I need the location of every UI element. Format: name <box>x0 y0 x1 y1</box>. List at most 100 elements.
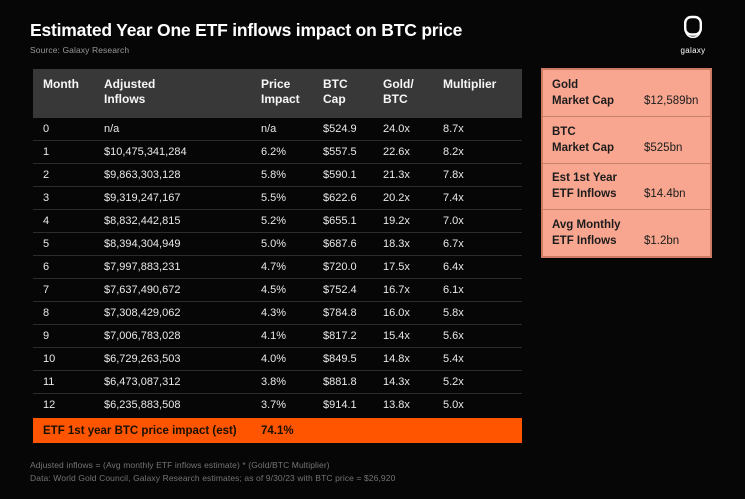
table-cell-2: 4.5% <box>261 284 287 296</box>
table-cell-0: 10 <box>43 353 56 365</box>
table-cell-1: $9,863,303,128 <box>104 169 181 181</box>
stat-section: Gold Market Cap $12,589bn <box>543 70 710 117</box>
column-header-2: Price Impact <box>261 77 300 106</box>
table-cell-5: 7.4x <box>443 192 464 204</box>
summary-label: ETF 1st year BTC price impact (est) <box>43 424 237 437</box>
etf-inflows-table: Month Adjusted Inflows Price Impact BTC Cap… <box>33 69 522 443</box>
table-cell-5: 5.0x <box>443 399 464 411</box>
table-row: 2 $9,863,303,128 5.8% $590.1 21.3x 7.8x <box>33 164 522 187</box>
table-cell-5: 6.4x <box>443 261 464 273</box>
table-cell-2: 4.1% <box>261 330 287 342</box>
table-cell-4: 19.2x <box>383 215 410 227</box>
table-cell-2: 6.2% <box>261 146 287 158</box>
table-cell-4: 14.3x <box>383 376 410 388</box>
table-cell-5: 5.2x <box>443 376 464 388</box>
table-cell-5: 5.8x <box>443 307 464 319</box>
table-cell-1: $6,235,883,508 <box>104 399 181 411</box>
table-cell-3: $881.8 <box>323 376 357 388</box>
galaxy-logo: galaxy <box>667 15 719 55</box>
table-cell-2: 3.7% <box>261 399 287 411</box>
table-cell-0: 0 <box>43 123 50 135</box>
table-cell-3: $655.1 <box>323 215 357 227</box>
table-row: 7 $7,637,490,672 4.5% $752.4 16.7x 6.1x <box>33 279 522 302</box>
table-cell-4: 14.8x <box>383 353 410 365</box>
table-row: 1 $10,475,341,284 6.2% $557.5 22.6x 8.2x <box>33 141 522 164</box>
table-header-row: Month Adjusted Inflows Price Impact BTC Cap… <box>33 69 522 118</box>
stat-section: Est 1st Year ETF Inflows $14.4bn <box>543 164 710 211</box>
table-cell-5: 6.7x <box>443 238 464 250</box>
table-cell-5: 5.4x <box>443 353 464 365</box>
summary-value: 74.1% <box>261 424 294 437</box>
stat-value: $14.4bn <box>644 188 686 201</box>
table-cell-2: 4.3% <box>261 307 287 319</box>
stat-section: BTC Market Cap $525bn <box>543 117 710 164</box>
table-cell-3: $720.0 <box>323 261 357 273</box>
page-title: Estimated Year One ETF inflows impact on… <box>30 20 463 40</box>
table-cell-3: $622.6 <box>323 192 357 204</box>
table-cell-0: 6 <box>43 261 50 273</box>
table-cell-0: 7 <box>43 284 50 296</box>
table-cell-1: $7,997,883,231 <box>104 261 181 273</box>
table-cell-3: $849.5 <box>323 353 357 365</box>
table-cell-3: $590.1 <box>323 169 357 181</box>
stat-label: Est 1st Year ETF Inflows <box>552 172 618 201</box>
table-cell-1: $6,473,087,312 <box>104 376 181 388</box>
table-row: 10 $6,729,263,503 4.0% $849.5 14.8x 5.4x <box>33 348 522 371</box>
table-row: 6 $7,997,883,231 4.7% $720.0 17.5x 6.4x <box>33 256 522 279</box>
table-cell-1: $7,637,490,672 <box>104 284 181 296</box>
table-cell-1: $8,394,304,949 <box>104 238 181 250</box>
table-cell-2: 5.0% <box>261 238 287 250</box>
key-stats-panel: Gold Market Cap $12,589bn BTC Market Cap $5… <box>541 68 712 258</box>
column-header-1: Adjusted Inflows <box>104 77 156 106</box>
footnote-data-source: Data: World Gold Council, Galaxy Researc… <box>30 473 396 483</box>
stat-label: Gold Market Cap <box>552 78 614 107</box>
table-cell-0: 4 <box>43 215 50 227</box>
table-cell-1: $8,832,442,815 <box>104 215 181 227</box>
table-cell-4: 15.4x <box>383 330 410 342</box>
stat-label: Avg Monthly ETF Inflows <box>552 219 621 247</box>
table-body: 0 n/a n/a $524.9 24.0x 8.7x 1 $10,475,341,284 6.… <box>33 118 522 417</box>
table-cell-0: 2 <box>43 169 50 181</box>
table-row: 3 $9,319,247,167 5.5% $622.6 20.2x 7.4x <box>33 187 522 210</box>
table-cell-4: 22.6x <box>383 146 410 158</box>
table-cell-3: $784.8 <box>323 307 357 319</box>
table-cell-3: $752.4 <box>323 284 357 296</box>
table-cell-2: 5.5% <box>261 192 287 204</box>
table-cell-2: 3.8% <box>261 376 287 388</box>
table-row: 5 $8,394,304,949 5.0% $687.6 18.3x 6.7x <box>33 233 522 256</box>
table-row: 8 $7,308,429,062 4.3% $784.8 16.0x 5.8x <box>33 302 522 325</box>
table-cell-4: 21.3x <box>383 169 410 181</box>
table-cell-1: $10,475,341,284 <box>104 146 187 158</box>
table-cell-5: 8.7x <box>443 123 464 135</box>
table-cell-5: 6.1x <box>443 284 464 296</box>
table-cell-1: $7,006,783,028 <box>104 330 181 342</box>
table-row: 12 $6,235,883,508 3.7% $914.1 13.8x 5.0x <box>33 394 522 417</box>
galaxy-wordmark: galaxy <box>680 46 706 55</box>
stat-label: BTC Market Cap <box>552 125 614 154</box>
table-cell-1: $7,308,429,062 <box>104 307 181 319</box>
table-cell-2: 4.7% <box>261 261 287 273</box>
table-cell-3: $817.2 <box>323 330 357 342</box>
summary-row: ETF 1st year BTC price impact (est) 74.1… <box>33 418 522 443</box>
stat-section: Avg Monthly ETF Inflows $1.2bn <box>543 210 710 256</box>
table-cell-3: $914.1 <box>323 399 357 411</box>
table-cell-1: $6,729,263,503 <box>104 353 181 365</box>
table-cell-3: $687.6 <box>323 238 357 250</box>
column-header-0: Month <box>43 77 79 91</box>
table-cell-4: 18.3x <box>383 238 410 250</box>
table-cell-0: 8 <box>43 307 50 319</box>
stat-value: $1.2bn <box>644 235 680 247</box>
table-cell-1: $9,319,247,167 <box>104 192 181 204</box>
table-cell-5: 8.2x <box>443 146 464 158</box>
galaxy-helmet-icon <box>667 15 719 41</box>
footnotes: Adjusted inflows = (Avg monthly ETF infl… <box>30 459 395 485</box>
table-cell-3: $524.9 <box>323 123 357 135</box>
source-label: Source: Galaxy Research <box>30 45 130 55</box>
table-row: 0 n/a n/a $524.9 24.0x 8.7x <box>33 118 522 141</box>
column-header-3: BTC Cap <box>323 77 348 106</box>
column-header-4: Gold/ BTC <box>383 77 414 106</box>
table-cell-0: 3 <box>43 192 50 204</box>
table-cell-4: 20.2x <box>383 192 410 204</box>
table-cell-0: 11 <box>43 376 55 388</box>
